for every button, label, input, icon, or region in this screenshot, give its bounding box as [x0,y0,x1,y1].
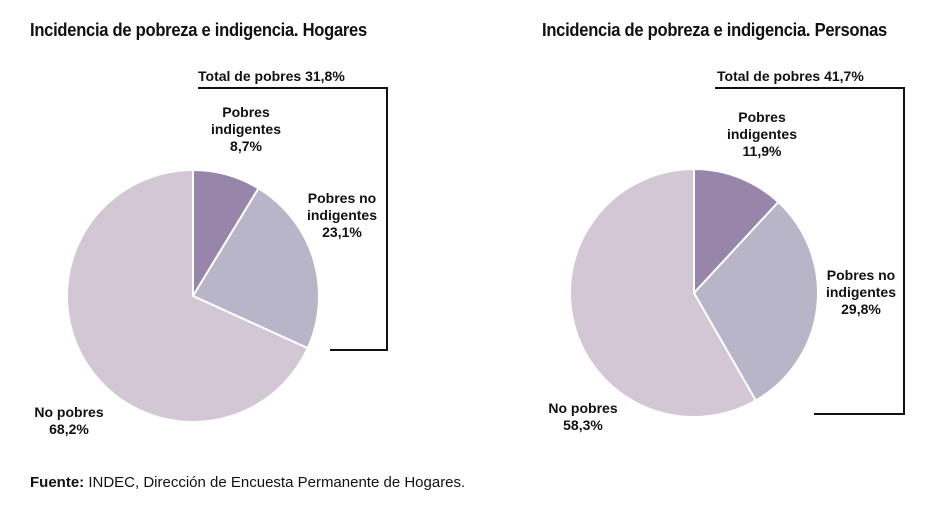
slice-label-hogares-no-pobres: No pobres 68,2% [34,404,104,437]
pie-slice-personas-indigentes [693,167,780,296]
pie-slice-hogares-no-pobres [66,168,309,423]
pie-slice-personas-no-pobres [569,167,758,418]
slice-label-personas-indigentes: Pobres indigentes 11,9% [726,109,797,159]
slice-label-hogares-no-indigentes: Pobres no indigentes 23,1% [306,190,377,240]
total-bracket-hogares [198,87,388,351]
slice-label-personas-no-indigentes: Pobres no indigentes 29,8% [825,267,896,317]
total-bracket-personas [715,87,905,415]
chart-title-hogares: Incidencia de pobreza e indigencia. Hoga… [30,20,367,40]
footer-label: Fuente: [30,474,85,491]
pie-personas [569,167,819,418]
footer-text: INDEC, Dirección de Encuesta Permanente … [88,474,466,491]
total-label-personas: Total de pobres 41,7% [717,68,864,84]
total-label-hogares: Total de pobres 31,8% [198,68,345,84]
slice-label-personas-no-pobres: No pobres 58,3% [548,400,618,433]
slice-label-hogares-indigentes: Pobres indigentes 8,7% [210,104,281,154]
chart-title-personas: Incidencia de pobreza e indigencia. Pers… [542,20,887,40]
pie-slice-hogares-no-indigentes [191,186,320,350]
pie-hogares [66,168,320,423]
source-footer: Fuente: INDEC, Dirección de Encuesta Per… [30,474,465,491]
pie-slice-personas-no-indigentes [692,200,819,402]
